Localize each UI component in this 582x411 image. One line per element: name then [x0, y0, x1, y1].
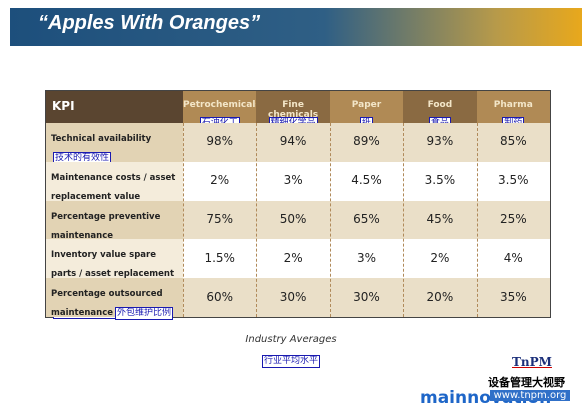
kpi-col-bg: [46, 200, 183, 240]
table-value: 2%: [430, 250, 450, 265]
row-label: Technical availability: [51, 134, 152, 144]
title-banner: [10, 8, 582, 46]
column-header: Petrochemicals: [183, 100, 261, 110]
table-value: 30%: [279, 289, 307, 304]
kpi-col-bg: [46, 239, 183, 279]
table-value: 85%: [499, 134, 527, 149]
table-value: 3%: [356, 250, 377, 265]
kpi-table: KPIPetrochemicals石油化工Fine chemicals精细化学品…: [45, 90, 551, 321]
table-value: 2%: [210, 173, 230, 188]
table-value: 3.5%: [498, 173, 529, 188]
table-value: 75%: [206, 212, 234, 226]
table-value: 50%: [279, 212, 307, 226]
column-divider: [256, 123, 258, 317]
table-value: 94%: [279, 134, 307, 149]
column-header: Pharma: [493, 100, 533, 110]
column-divider: [403, 123, 405, 317]
column-header: Fine chemicals: [268, 100, 319, 120]
header-bg: [46, 91, 183, 123]
table-value: 35%: [499, 289, 527, 304]
table-value: 4.5%: [351, 173, 382, 188]
table-value: 4%: [503, 250, 523, 265]
table-value: 93%: [426, 134, 454, 149]
caption: Industry Averages: [245, 334, 337, 345]
table-value: 30%: [353, 289, 380, 304]
row-label-wrap: Technical availability技术的有效性: [51, 126, 180, 165]
row-label: Maintenance costs / asset replacement va…: [51, 172, 176, 202]
logo-slogan: 设备管理大视野: [488, 374, 565, 390]
caption-zh: 行业平均水平: [261, 355, 320, 368]
row-label-wrap: Percentage outsourced maintenance 外包维护比例: [51, 281, 180, 321]
row-label: Percentage outsourced maintenance: [51, 289, 163, 319]
header-kpi: KPI: [52, 99, 75, 113]
row-label-zh: 外包维护比例: [115, 307, 174, 321]
logo-brand: TnPM: [512, 355, 552, 369]
table-value: 89%: [353, 134, 380, 149]
table-value: 25%: [499, 212, 527, 226]
table-value: 98%: [206, 134, 234, 149]
table-value: 20%: [426, 289, 454, 304]
table-value: 1.5%: [204, 250, 235, 265]
table-value: 65%: [353, 212, 380, 226]
logo-url: www.tnpm.org: [490, 390, 570, 401]
table-value: 45%: [426, 212, 454, 226]
table-value: 3.5%: [424, 173, 456, 188]
slide-title: “Apples With Oranges”: [38, 12, 261, 34]
table-value: 60%: [206, 289, 234, 304]
column-divider: [476, 123, 478, 317]
row-label: Percentage preventive maintenance: [51, 211, 161, 241]
column-header: Paper: [351, 100, 382, 110]
table-value: 3%: [283, 173, 303, 188]
column-header: Food: [427, 100, 453, 110]
caption-zh-wrap: 行业平均水平: [0, 348, 582, 368]
kpi-col-bg: [46, 161, 183, 201]
column-divider: [329, 123, 331, 317]
column-divider: [183, 123, 184, 317]
table-value: 2%: [283, 250, 303, 265]
